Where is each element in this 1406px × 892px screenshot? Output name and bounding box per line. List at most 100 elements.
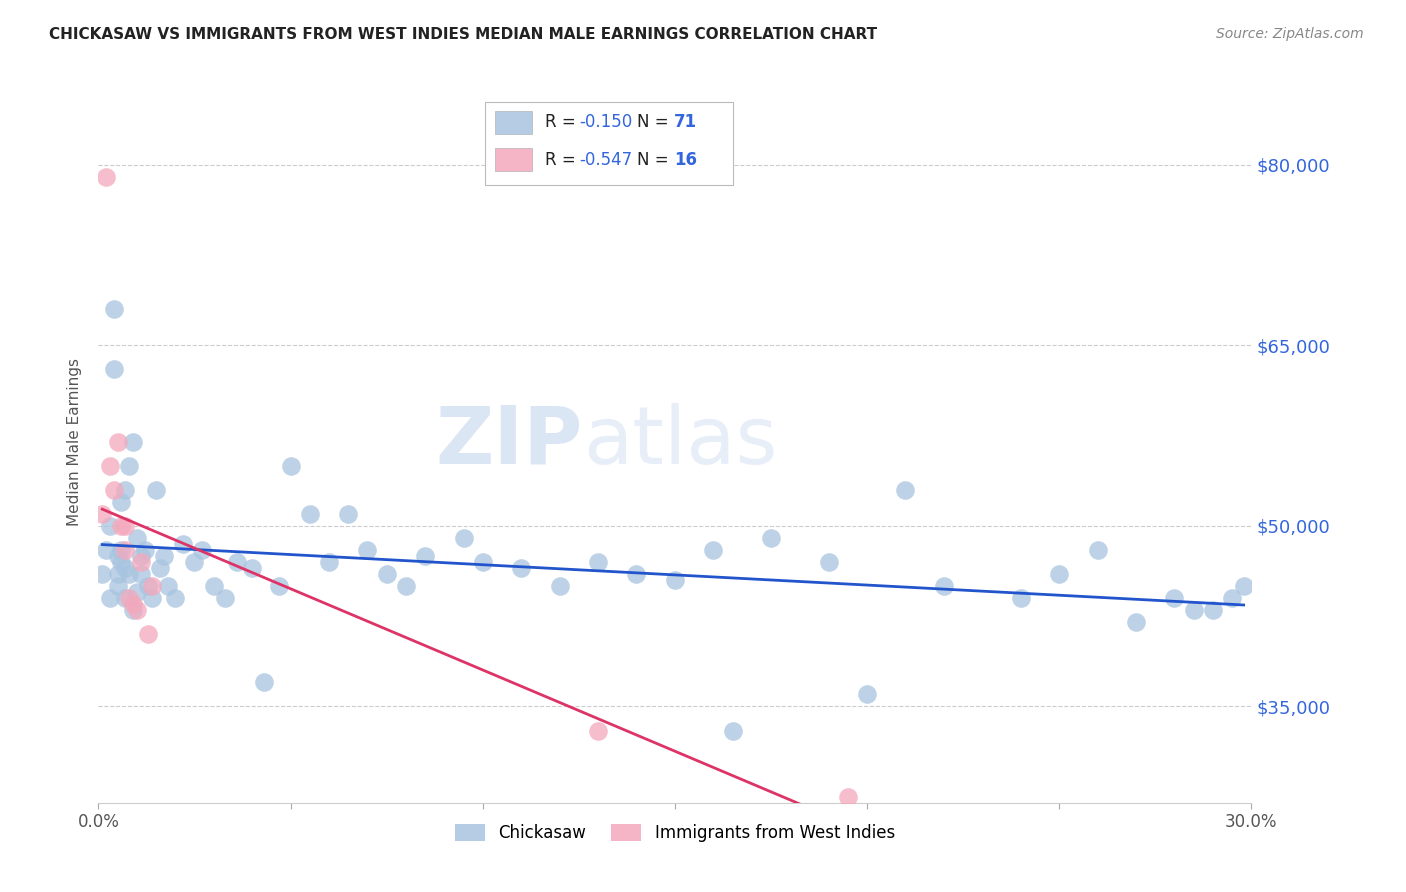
Point	[586, 723, 609, 738]
Text: atlas: atlas	[582, 402, 778, 481]
Point	[253, 675, 276, 690]
Point	[122, 434, 145, 449]
Point	[471, 555, 494, 569]
Point	[1233, 579, 1256, 593]
Point	[152, 549, 174, 563]
Text: R =: R =	[544, 151, 581, 169]
Point	[114, 518, 136, 533]
Point	[103, 483, 125, 497]
Point	[664, 573, 686, 587]
Text: -0.547: -0.547	[579, 151, 633, 169]
Point	[586, 555, 609, 569]
Text: N =: N =	[637, 113, 673, 131]
Point	[894, 483, 917, 497]
Point	[122, 597, 145, 611]
Point	[103, 301, 125, 317]
Point	[453, 531, 475, 545]
Point	[1125, 615, 1147, 630]
Point	[395, 579, 418, 593]
Point	[337, 507, 360, 521]
Point	[114, 542, 136, 557]
Point	[114, 483, 136, 497]
Text: Source: ZipAtlas.com: Source: ZipAtlas.com	[1216, 27, 1364, 41]
Point	[1087, 542, 1109, 557]
Point	[134, 542, 156, 557]
Point	[129, 567, 152, 582]
Point	[91, 567, 114, 582]
Point	[298, 507, 321, 521]
Point	[202, 579, 225, 593]
Point	[932, 579, 955, 593]
Point	[125, 531, 148, 545]
Point	[141, 579, 163, 593]
Point	[107, 434, 129, 449]
Point	[548, 579, 571, 593]
Point	[138, 627, 160, 641]
Text: 71: 71	[673, 113, 697, 131]
Point	[129, 555, 152, 569]
Point	[214, 591, 236, 606]
Point	[94, 169, 117, 184]
Point	[1010, 591, 1032, 606]
Point	[721, 723, 744, 738]
Point	[1202, 603, 1225, 617]
Point	[114, 591, 136, 606]
Point	[1182, 603, 1205, 617]
Point	[759, 531, 782, 545]
Point	[856, 687, 879, 701]
Point	[125, 585, 148, 599]
Point	[118, 591, 141, 606]
Point	[1163, 591, 1185, 606]
Point	[110, 518, 132, 533]
Text: -0.150: -0.150	[579, 113, 633, 131]
Point	[280, 458, 302, 473]
Point	[98, 458, 121, 473]
Text: CHICKASAW VS IMMIGRANTS FROM WEST INDIES MEDIAN MALE EARNINGS CORRELATION CHART: CHICKASAW VS IMMIGRANTS FROM WEST INDIES…	[49, 27, 877, 42]
FancyBboxPatch shape	[495, 148, 531, 171]
Point	[191, 542, 214, 557]
Text: 16: 16	[673, 151, 697, 169]
Point	[267, 579, 290, 593]
Point	[129, 549, 152, 563]
Point	[107, 549, 129, 563]
Point	[118, 458, 141, 473]
Point	[356, 542, 378, 557]
Point	[122, 603, 145, 617]
Point	[1047, 567, 1070, 582]
Point	[375, 567, 398, 582]
Point	[107, 579, 129, 593]
Point	[145, 483, 167, 497]
FancyBboxPatch shape	[495, 111, 531, 134]
Point	[107, 567, 129, 582]
Text: R =: R =	[544, 113, 581, 131]
Point	[156, 579, 179, 593]
Legend: Chickasaw, Immigrants from West Indies: Chickasaw, Immigrants from West Indies	[449, 817, 901, 848]
Point	[125, 603, 148, 617]
Point	[240, 561, 263, 575]
Point	[110, 555, 132, 569]
Point	[626, 567, 648, 582]
Point	[165, 591, 187, 606]
Point	[118, 567, 141, 582]
Text: N =: N =	[637, 151, 673, 169]
Y-axis label: Median Male Earnings: Median Male Earnings	[67, 358, 83, 525]
Point	[138, 579, 160, 593]
Point	[172, 537, 194, 551]
Point	[141, 591, 163, 606]
Point	[413, 549, 436, 563]
Point	[110, 542, 132, 557]
Point	[91, 507, 114, 521]
Point	[837, 789, 859, 804]
Point	[318, 555, 340, 569]
Point	[817, 555, 839, 569]
Point	[114, 561, 136, 575]
Point	[510, 561, 533, 575]
Text: ZIP: ZIP	[436, 402, 582, 481]
Point	[98, 518, 121, 533]
Point	[103, 362, 125, 376]
Point	[94, 542, 117, 557]
Point	[1220, 591, 1243, 606]
Point	[225, 555, 247, 569]
Point	[702, 542, 724, 557]
Point	[98, 591, 121, 606]
